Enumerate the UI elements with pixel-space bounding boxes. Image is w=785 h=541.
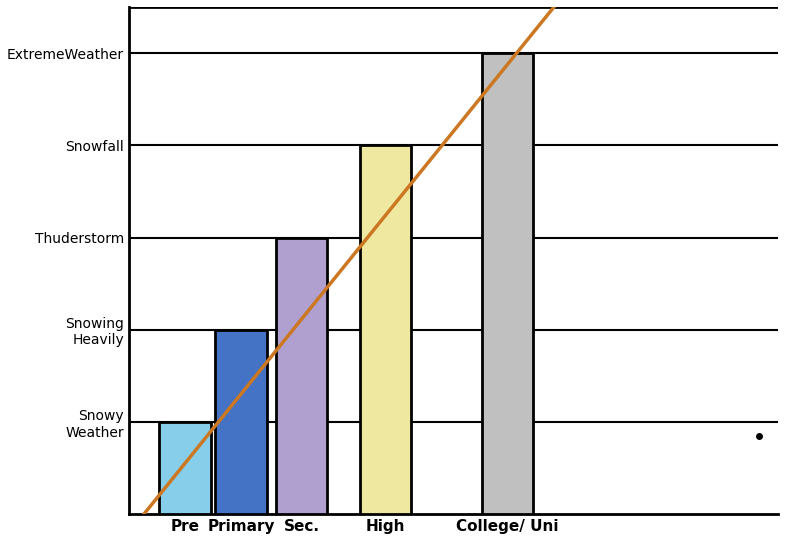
Bar xyxy=(276,237,327,514)
Bar xyxy=(215,330,267,514)
Bar xyxy=(159,422,210,514)
Bar xyxy=(360,146,411,514)
Bar xyxy=(481,53,533,514)
